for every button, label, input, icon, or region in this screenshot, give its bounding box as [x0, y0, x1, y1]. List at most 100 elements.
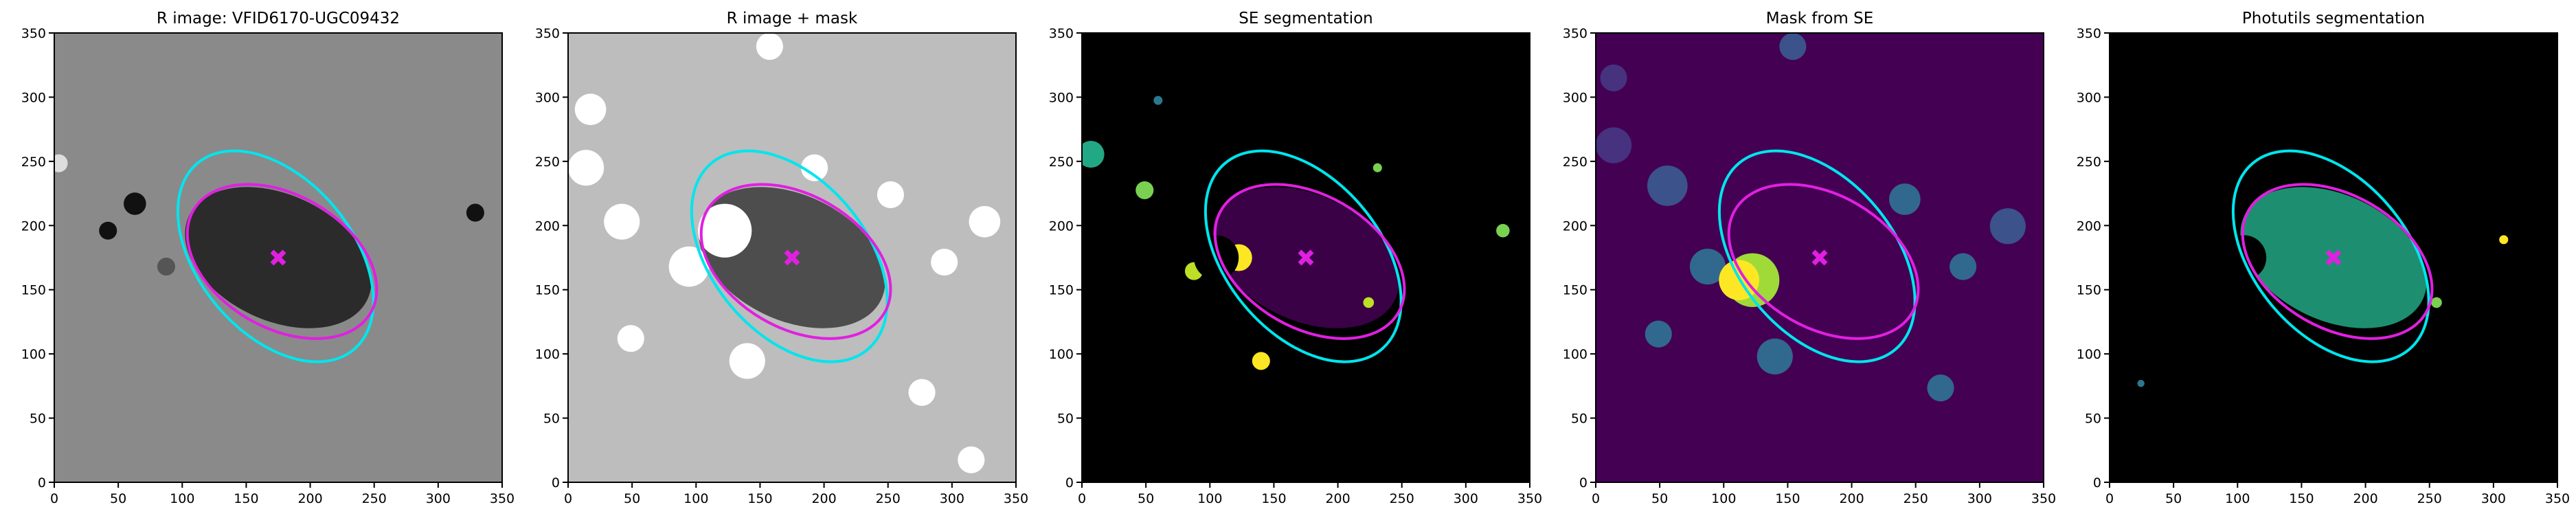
- aperture-ellipse: [185, 183, 379, 340]
- y-tick-label: 50: [543, 412, 560, 427]
- x-tick-label: 200: [297, 491, 322, 506]
- x-tick-label: 350: [1004, 491, 1028, 506]
- panel-title: Mask from SE: [1766, 10, 1874, 27]
- source: [908, 379, 936, 406]
- x-tick-label: 250: [2417, 491, 2442, 506]
- source: [1647, 166, 1688, 206]
- y-tick-label: 350: [1563, 26, 1588, 41]
- panel: 0 50 100 150 200 250 300 350 0 50 100 150 200 250 300 3…: [535, 10, 1028, 506]
- x-tick-label: 200: [1325, 491, 1350, 506]
- y-tick-label: 100: [2077, 347, 2101, 362]
- y-tick-label: 200: [2077, 218, 2101, 234]
- x-tick-label: 300: [940, 491, 964, 506]
- x-tick-label: 150: [234, 491, 258, 506]
- source: [1153, 95, 1163, 105]
- panel-title: R image: VFID6170-UGC09432: [157, 10, 400, 27]
- x-tick-label: 100: [2225, 491, 2250, 506]
- x-tick-label: 300: [1967, 491, 1992, 506]
- x-tick-label: 50: [1651, 491, 1668, 506]
- y-tick-label: 250: [535, 155, 560, 170]
- aperture-ellipse: [1717, 149, 1917, 363]
- source: [969, 205, 1001, 238]
- source: [1950, 253, 1977, 280]
- x-tick-label: 350: [1517, 491, 1542, 506]
- x-tick-label: 350: [2031, 491, 2056, 506]
- x-tick-label: 200: [811, 491, 836, 506]
- x-tick-label: 50: [1138, 491, 1154, 506]
- x-tick-label: 100: [1197, 491, 1222, 506]
- y-tick-label: 100: [535, 347, 560, 362]
- y-tick-label: 300: [21, 90, 46, 105]
- source: [1889, 183, 1921, 215]
- aperture-ellipse: [2241, 183, 2434, 340]
- panel: 0 50 100 150 200 250 300 350 0 50 100 150 200 250 300 3…: [21, 10, 515, 506]
- source: [124, 192, 146, 215]
- source: [1372, 163, 1382, 172]
- axes-frame: [54, 32, 503, 483]
- y-tick-label: 250: [1049, 155, 1074, 170]
- panel-title: SE segmentation: [1239, 10, 1372, 27]
- x-tick-label: 150: [747, 491, 772, 506]
- source: [877, 181, 904, 208]
- y-tick-label: 200: [535, 218, 560, 234]
- source: [1252, 352, 1270, 370]
- source: [668, 246, 710, 287]
- x-tick-label: 300: [426, 491, 451, 506]
- y-tick-label: 150: [2077, 283, 2101, 298]
- y-tick-label: 0: [552, 475, 560, 491]
- panel: 0 50 100 150 200 250 300 350 0 50 100 150 200 250 300 3…: [1563, 10, 2056, 506]
- aperture-ellipse: [699, 183, 892, 340]
- x-tick-label: 350: [2545, 491, 2570, 506]
- x-tick-label: 150: [2289, 491, 2314, 506]
- source: [574, 93, 607, 125]
- source: [729, 343, 765, 379]
- source: [1082, 141, 1105, 168]
- x-tick-label: 50: [624, 491, 640, 506]
- source: [1989, 208, 2026, 245]
- y-tick-label: 300: [2077, 90, 2101, 105]
- source: [1600, 64, 1627, 91]
- y-tick-label: 0: [2093, 475, 2101, 491]
- y-tick-label: 50: [1571, 412, 1588, 427]
- axes-frame: [1081, 32, 1530, 483]
- y-tick-label: 300: [535, 90, 560, 105]
- y-tick-label: 100: [21, 347, 46, 362]
- panel-title: R image + mask: [727, 10, 858, 27]
- y-tick-label: 0: [38, 475, 46, 491]
- y-tick-label: 100: [1049, 347, 1074, 362]
- aperture-ellipse: [1727, 183, 1920, 340]
- x-tick-label: 100: [1711, 491, 1736, 506]
- x-tick-label: 0: [1078, 491, 1086, 506]
- x-tick-label: 200: [1839, 491, 1864, 506]
- y-tick-label: 250: [2077, 155, 2101, 170]
- source: [1927, 374, 1954, 402]
- source: [617, 325, 644, 352]
- x-tick-label: 50: [110, 491, 126, 506]
- x-tick-label: 100: [170, 491, 194, 506]
- source: [1496, 223, 1510, 238]
- x-tick-label: 250: [362, 491, 387, 506]
- y-tick-label: 50: [1057, 412, 1074, 427]
- source: [1756, 338, 1793, 374]
- axes-frame: [1595, 32, 2044, 483]
- x-tick-label: 300: [2481, 491, 2506, 506]
- y-tick-label: 50: [30, 412, 46, 427]
- y-tick-label: 350: [2077, 26, 2101, 41]
- source: [157, 258, 176, 276]
- source: [54, 154, 68, 172]
- panel: 0 50 100 150 200 250 300 350 0 50 100 150 200 250 300 3…: [2077, 10, 2570, 506]
- axes-frame: [567, 32, 1017, 483]
- y-tick-label: 200: [21, 218, 46, 234]
- x-tick-label: 200: [2353, 491, 2377, 506]
- x-tick-label: 250: [876, 491, 901, 506]
- image: [568, 33, 1016, 482]
- panel-title: Photutils segmentation: [2242, 10, 2425, 27]
- x-tick-label: 0: [50, 491, 58, 506]
- x-tick-label: 0: [564, 491, 572, 506]
- image: [54, 33, 502, 482]
- source: [99, 221, 117, 240]
- y-tick-label: 150: [21, 283, 46, 298]
- y-tick-label: 100: [1563, 347, 1588, 362]
- x-tick-label: 300: [1454, 491, 1478, 506]
